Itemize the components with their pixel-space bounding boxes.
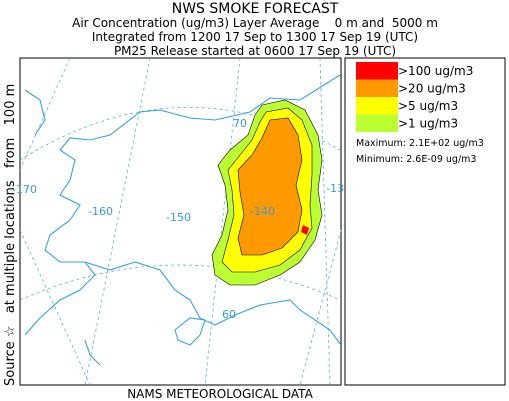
coastline — [24, 74, 342, 366]
grid-label: -150 — [166, 211, 191, 224]
footer: NAMS METEOROLOGICAL DATA — [127, 387, 313, 401]
grid-label: 60 — [222, 308, 236, 321]
legend-swatch — [356, 114, 398, 132]
source-label: Source ☆ at multiple locations from 100 … — [3, 84, 18, 386]
legend-swatch — [356, 79, 398, 97]
smoke-plume — [211, 99, 323, 286]
header-line: Air Concentration (ug/m3) Layer Average … — [72, 16, 438, 30]
legend-label: >20 ug/m3 — [398, 82, 466, 96]
legend-label: >100 ug/m3 — [398, 64, 473, 78]
legend-swatch — [356, 97, 398, 115]
header-line: PM25 Release started at 0600 17 Sep 19 (… — [114, 44, 396, 58]
plume-100 — [301, 225, 309, 235]
legend-swatch — [356, 62, 398, 80]
legend-label: >1 ug/m3 — [398, 117, 458, 131]
plume-20 — [237, 117, 303, 256]
grid-label: -140 — [250, 205, 275, 218]
legend-label: >5 ug/m3 — [398, 99, 458, 113]
grid-label: -160 — [88, 205, 113, 218]
legend: Maximum: 2.1E+02 ug/m3 Minimum: 2.6E-09 … — [344, 57, 506, 386]
grid-label: -170 — [12, 183, 37, 196]
maximum: Maximum: 2.1E+02 ug/m3 — [356, 138, 484, 149]
map: -170 -160 -150 -140 -130 70 60 — [12, 57, 351, 386]
minimum: Minimum: 2.6E-09 ug/m3 — [356, 154, 476, 165]
header-line: Integrated from 1200 17 Sep to 1300 17 S… — [92, 30, 418, 44]
title: NWS SMOKE FORECAST — [172, 1, 339, 17]
grid-label: 70 — [233, 117, 247, 130]
